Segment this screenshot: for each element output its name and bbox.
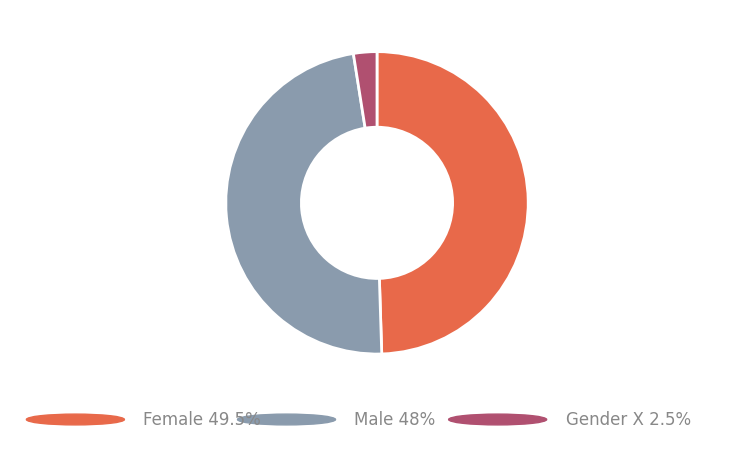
Text: Female 49.5%: Female 49.5% bbox=[143, 410, 261, 429]
Wedge shape bbox=[354, 52, 377, 128]
Circle shape bbox=[238, 414, 336, 425]
Circle shape bbox=[26, 414, 124, 425]
Text: Gender X 2.5%: Gender X 2.5% bbox=[566, 410, 691, 429]
Wedge shape bbox=[225, 53, 382, 354]
Wedge shape bbox=[377, 52, 529, 354]
Text: Male 48%: Male 48% bbox=[354, 410, 436, 429]
Circle shape bbox=[449, 414, 547, 425]
